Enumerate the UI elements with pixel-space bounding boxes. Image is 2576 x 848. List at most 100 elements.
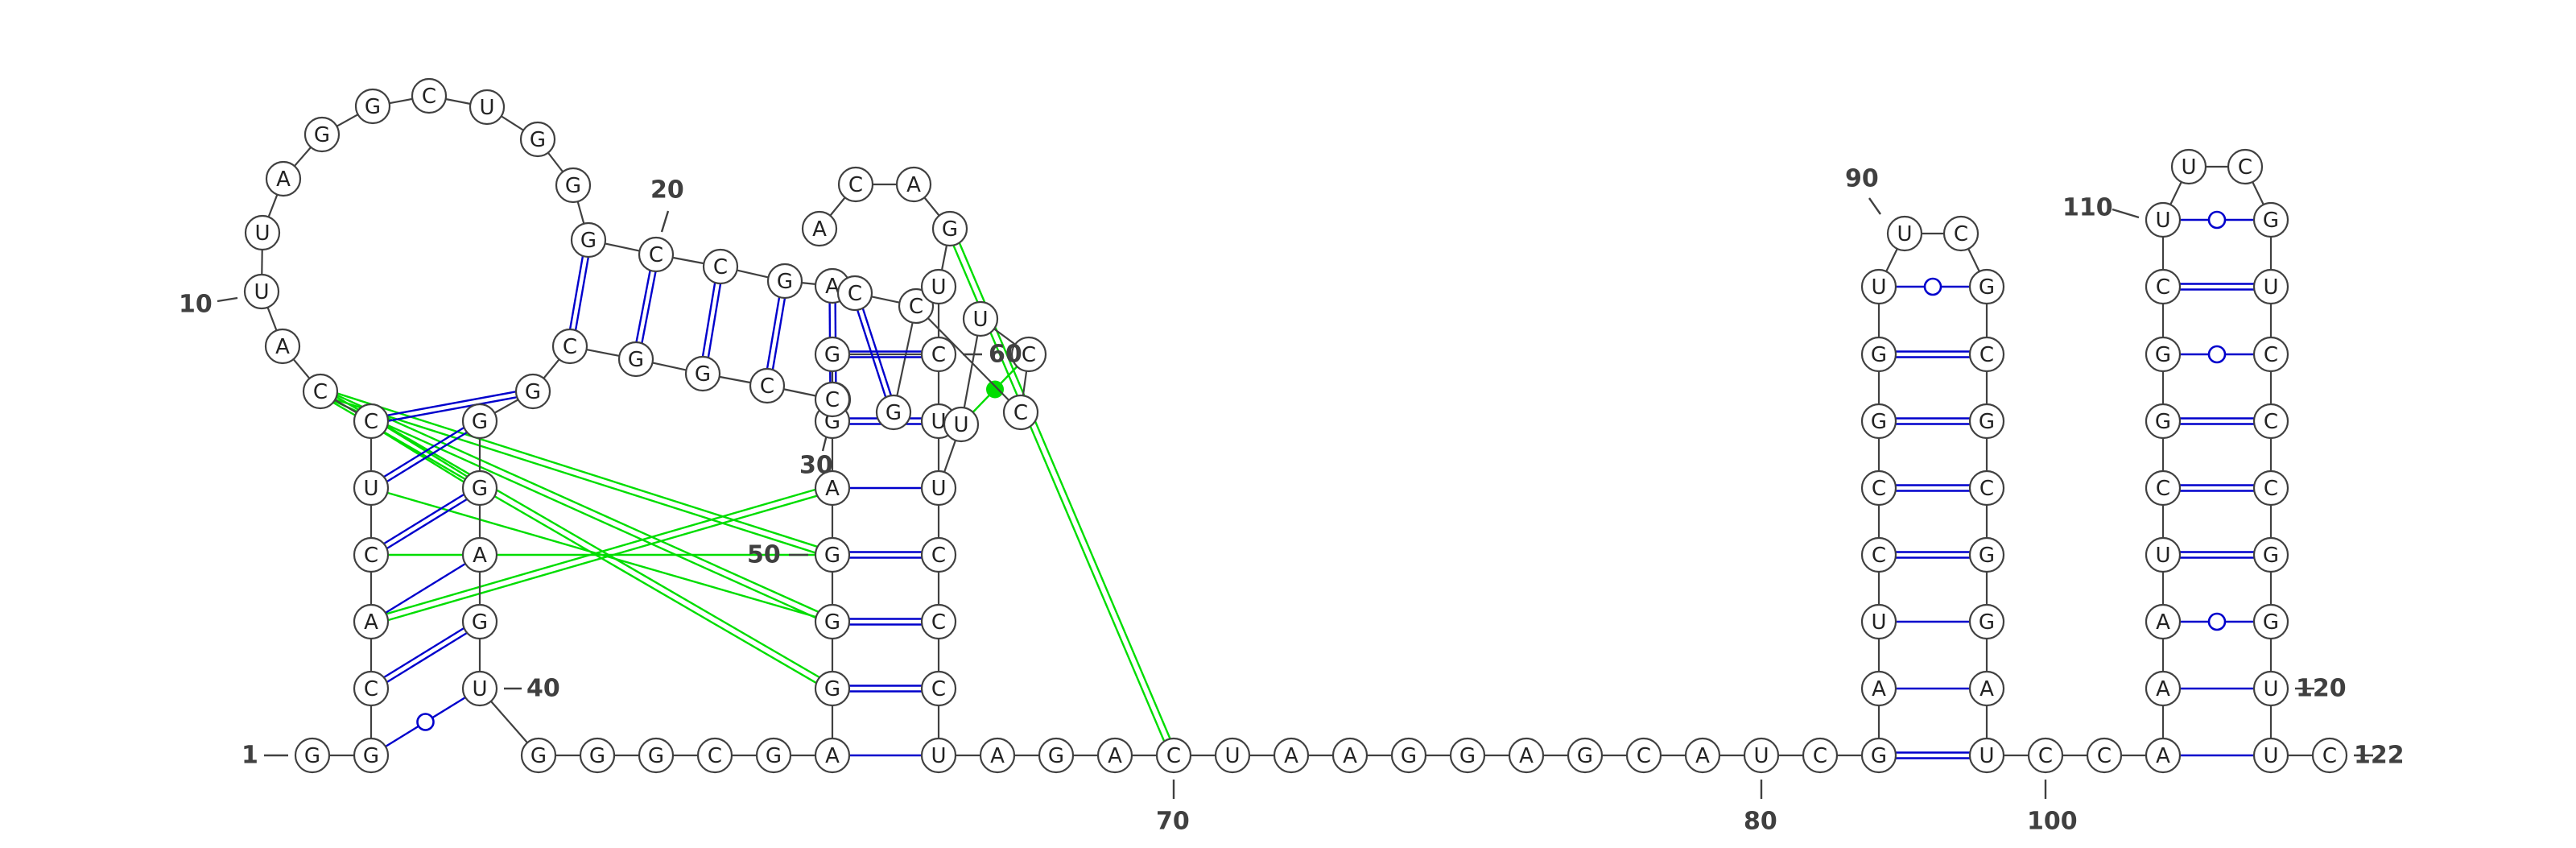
nucleotide-base-letter: G [363,744,379,768]
backbone-segment [2252,181,2264,205]
nucleotide: U [2145,536,2182,573]
nucleotide-base-letter: U [2263,275,2278,300]
nucleotide-base-letter: C [2238,155,2252,180]
nucleotide-circle [801,210,838,247]
backbone-segment [940,245,948,271]
nucleotide: C [2227,148,2264,185]
nucleotide-circle [920,336,957,373]
position-label: 10 [179,291,213,319]
position-label: 50 [747,541,781,569]
nucleotide-base-letter: C [1979,477,1994,501]
nucleotide-circle [895,166,932,203]
nucleotide: A [1684,737,1721,774]
backbone-segment [586,348,620,358]
nucleotide-base-letter: U [2181,155,2196,180]
nucleotide-circle [1860,403,1897,440]
nucleotide-base-letter: A [825,744,840,768]
nucleotide-circle [294,737,331,774]
nucleotide-base-letter: G [1401,744,1417,768]
nucleotide: C [2252,470,2289,507]
backbone-segment [923,196,940,217]
base-pair-line [385,562,466,614]
nucleotide-circle [1508,737,1545,774]
nucleotide: A [814,737,851,774]
position-tick [1868,197,1881,215]
nucleotide-circle [638,236,675,273]
nucleotide-circle [2252,536,2289,573]
nucleotide-base-letter: G [824,544,840,568]
nucleotide: G [1860,403,1897,440]
base-pair-line [635,270,651,342]
nucleotide: C [2311,737,2348,774]
nucleotide-base-letter: G [2263,610,2279,635]
nucleotide-base-letter: A [1284,744,1298,768]
nucleotide: G [1968,403,2005,440]
backbone-segment [501,115,524,131]
backbone-segment [737,269,769,279]
nucleotide-circle [2145,670,2182,707]
nucleotide-base-letter: A [906,173,921,197]
tertiary-interaction-dot [986,380,1004,399]
nucleotide: U [943,406,980,443]
tertiary-interaction-line [383,432,464,483]
nucleotide: C [1968,336,2005,373]
nucleotide-circle [898,287,935,325]
nucleotide-base-letter: G [1871,744,1887,768]
tertiary-interaction-line [336,394,819,613]
nucleotide-circle [551,328,588,365]
nucleotide-circle [1214,737,1251,774]
nucleotide-circle [1390,737,1427,774]
nucleotide-circle [520,737,557,774]
nucleotide-base-letter: C [2156,275,2170,300]
nucleotide-base-letter: C [931,677,946,701]
nucleotide-base-letter: C [760,374,774,399]
nucleotide-base-letter: U [1897,222,1912,246]
nucleotide: A [2145,737,2182,774]
nucleotide-base-letter: G [2263,209,2279,233]
backbone-segment [963,335,979,408]
nucleotide-base-letter: G [1577,744,1593,768]
nucleotide-base-letter: G [580,229,597,253]
nucleotide-circle [2145,268,2182,305]
nucleotide: G [1038,737,1075,774]
nucleotide-base-letter: G [2155,410,2171,434]
backbone-segment [829,196,846,217]
nucleotide-circle [1860,670,1897,707]
nucleotide-base-letter: U [472,677,487,701]
base-pair-line [383,426,464,478]
nucleotide: C [2252,403,2289,440]
nucleotide-base-letter: G [648,744,664,768]
nucleotide: U [2170,148,2207,185]
nucleotide: G [814,603,851,640]
nucleotide-base-letter: C [1813,744,1827,768]
nucleotide: C [1860,536,1897,573]
nucleotide: G [2252,536,2289,573]
base-pair-line [388,396,518,422]
nucleotide-circle [570,221,607,259]
backbone-segment [576,201,585,225]
nucleotide: C [638,236,675,273]
nucleotide-base-letter: G [304,744,320,768]
nucleotide: G [1968,603,2005,640]
nucleotide: A [2145,670,2182,707]
nucleotide-base-letter: G [628,348,644,372]
nucleotide-base-letter: U [254,280,269,304]
tertiary-interaction-line [336,396,820,679]
nucleotide-circle [461,470,498,507]
nucleotide-base-letter: G [695,362,711,387]
nucleotide: C [353,670,390,707]
nucleotide-circle [920,670,957,707]
nucleotide-circle [1860,603,1897,640]
backbone-segment [543,358,560,379]
nucleotide-circle [353,737,390,774]
nucleotide: U [243,273,280,310]
nucleotide: G [814,336,851,373]
backbone-segment [1967,248,1980,272]
nucleotide-base-letter: G [766,744,782,768]
nucleotide: A [801,210,838,247]
nucleotide: C [696,737,733,774]
nucleotide-base-letter: C [1979,343,1994,367]
tertiary-interaction-line [335,399,816,554]
nucleotide-base-letter: G [589,744,605,768]
nucleotide-base-letter: U [953,413,968,437]
